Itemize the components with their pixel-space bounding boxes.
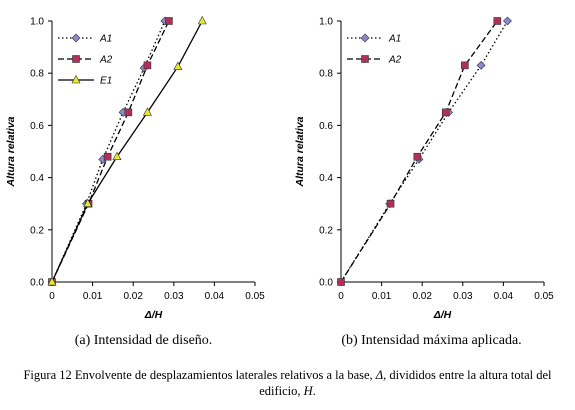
x-tick-label: 0.05 — [534, 291, 554, 302]
data-point-e1 — [197, 15, 207, 25]
data-point-a2 — [441, 108, 450, 117]
legend-swatch-marker — [71, 74, 81, 84]
x-tick-label: 0.04 — [494, 291, 514, 302]
legend-swatch-marker — [361, 55, 369, 63]
y-tick-label: 0.8 — [30, 69, 44, 80]
chart-intensidad-diseno: 0 0.01 0.02 0.03 0.04 0.05 0.0 0.2 0.4 0.6 0.8 1.0 Δ… — [5, 15, 265, 321]
data-point-e1 — [112, 151, 122, 161]
legend-label: A1 — [388, 34, 401, 45]
legend-swatch-marker — [360, 33, 370, 43]
x-tick-label: 0.03 — [453, 291, 473, 302]
y-tick-label: 0.4 — [319, 173, 333, 184]
data-point-a2 — [493, 17, 502, 25]
legend-label: A1 — [99, 34, 112, 45]
x-tick-label: 0.01 — [83, 291, 103, 302]
x-tick-label: 0.04 — [205, 291, 225, 302]
y-axis-label: Altura relativa — [294, 116, 306, 187]
data-point-e1 — [47, 276, 57, 286]
panel-b-caption: (b) Intensidad máxima aplicada. — [341, 333, 522, 348]
y-axis-label: Altura relativa — [5, 116, 17, 187]
series-line-a2 — [340, 20, 498, 283]
y-tick-label: 0.2 — [30, 225, 44, 236]
y-tick-label: 0.0 — [30, 278, 44, 289]
y-tick-label: 1.0 — [30, 17, 44, 28]
panel-a-caption: (a) Intensidad de diseño. — [74, 333, 213, 348]
legend-swatch-marker — [71, 33, 81, 43]
y-tick-label: 0.8 — [319, 69, 333, 80]
legend-swatch-marker — [72, 55, 80, 63]
data-point-e1 — [173, 61, 183, 70]
data-point-a2 — [386, 199, 395, 208]
x-tick-label: 0.02 — [123, 291, 143, 302]
x-axis-label: Δ/H — [144, 309, 163, 321]
chart-intensidad-maxima: 0 0.01 0.02 0.03 0.04 0.05 0.0 0.2 0.4 0.6 0.8 1.0 Δ… — [294, 17, 554, 322]
data-point-a2 — [124, 108, 133, 117]
x-tick-label: 0.01 — [372, 291, 392, 302]
legend-label: E1 — [100, 76, 112, 87]
data-point-e1 — [142, 107, 152, 116]
figure-caption-text-4: . — [312, 384, 316, 398]
x-tick-label: 0.05 — [245, 291, 265, 302]
series-line-e1 — [51, 20, 203, 283]
x-tick-label: 0 — [49, 291, 55, 302]
figure-caption: Figura 12 Envolvente de desplazamientos … — [0, 367, 575, 399]
y-tick-label: 1.0 — [319, 17, 333, 28]
data-point-a1 — [503, 16, 512, 26]
data-point-a1 — [476, 60, 486, 70]
x-tick-label: 0 — [338, 291, 344, 302]
y-tick-label: 0.4 — [30, 173, 44, 184]
data-point-a2 — [461, 61, 469, 70]
legend-label: A2 — [388, 55, 402, 66]
data-point-a2 — [103, 152, 112, 161]
x-tick-label: 0.03 — [164, 291, 184, 302]
data-point-a2 — [165, 17, 173, 25]
figure-caption-text-2: , divididos entre la altura total del — [383, 368, 552, 382]
x-axis-label: Δ/H — [433, 309, 452, 321]
legend-label: A2 — [99, 55, 113, 66]
figure-caption-delta-symbol: Δ — [375, 368, 384, 382]
figure-caption-h-symbol: H — [303, 384, 313, 398]
y-tick-label: 0.6 — [319, 121, 333, 132]
y-tick-label: 0.0 — [319, 278, 333, 289]
x-tick-label: 0.02 — [412, 291, 432, 302]
data-point-a2 — [413, 152, 422, 161]
y-tick-label: 0.2 — [319, 225, 333, 236]
data-point-a2 — [143, 61, 152, 70]
figure-caption-text-3: edificio, — [259, 384, 304, 398]
y-tick-label: 0.6 — [30, 121, 44, 132]
data-point-a2 — [337, 278, 345, 286]
figure-caption-text-1: Figura 12 Envolvente de desplazamientos … — [23, 368, 376, 382]
data-point-e1 — [83, 198, 93, 207]
